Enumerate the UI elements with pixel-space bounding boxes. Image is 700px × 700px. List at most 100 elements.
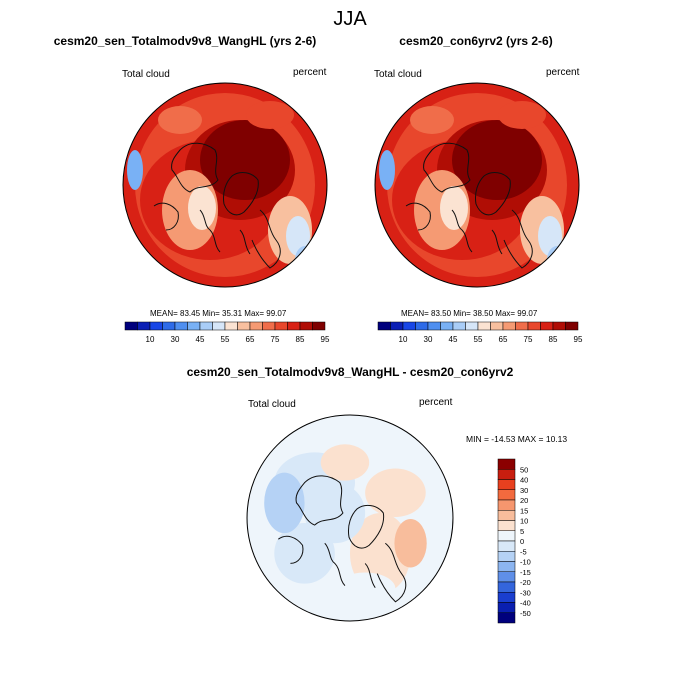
colorbar-swatch-0 <box>124 321 138 331</box>
coastline-4 <box>491 229 503 255</box>
colorbar-label-0: 10 <box>146 335 155 344</box>
colorbar-swatch-11 <box>262 321 276 331</box>
colorbar-label-4: 15 <box>520 506 528 515</box>
colorbar-swatch-9 <box>497 551 516 562</box>
field-region-5 <box>440 186 468 230</box>
coastline-4 <box>239 229 251 255</box>
panel2-colorbar: 10 30 45 55 65 75 85 95 <box>377 321 583 344</box>
panel1-map <box>122 82 328 288</box>
colorbar-swatch-1 <box>497 469 516 480</box>
map-boundary <box>246 414 454 622</box>
panel3-stats: MIN = -14.53 MAX = 10.13 <box>466 434 568 444</box>
colorbar-label-12: -30 <box>520 588 531 597</box>
colorbar-swatch-10 <box>502 321 516 331</box>
colorbar-swatch-4 <box>427 321 441 331</box>
colorbar-swatch-5 <box>497 510 516 521</box>
coastline-2 <box>376 542 407 603</box>
coastline-1 <box>348 504 385 549</box>
colorbar-swatch-6 <box>497 520 516 531</box>
colorbar-swatch-14 <box>299 321 313 331</box>
colorbar-swatch-9 <box>490 321 504 331</box>
field-region-2 <box>365 468 426 517</box>
colorbar-swatch-13 <box>540 321 554 331</box>
colorbar-swatch-5 <box>187 321 201 331</box>
colorbar-swatch-8 <box>497 540 516 552</box>
panel2-map <box>374 82 580 288</box>
colorbar-swatch-14 <box>497 602 516 613</box>
field-region-10 <box>158 106 202 134</box>
field-region-7 <box>286 216 310 256</box>
colorbar-swatch-12 <box>527 321 541 331</box>
colorbar-swatch-1 <box>390 321 404 331</box>
colorbar-swatch-0 <box>377 321 391 331</box>
field-region-11 <box>246 101 294 129</box>
colorbar-swatch-2 <box>402 321 416 331</box>
colorbar-swatch-1 <box>137 321 151 331</box>
field-region-9 <box>295 246 315 274</box>
colorbar-label-2: 45 <box>196 335 205 344</box>
field-region-3 <box>452 120 542 200</box>
coastline-5 <box>324 542 346 586</box>
colorbar-label-7: 0 <box>520 537 524 546</box>
panel1-colorbar: 10 30 45 55 65 75 85 95 <box>124 321 330 344</box>
colorbar-swatch-12 <box>274 321 288 331</box>
colorbar-label-9: -10 <box>520 558 531 567</box>
colorbar-swatch-4 <box>174 321 188 331</box>
colorbar-swatch-2 <box>149 321 163 331</box>
colorbar-label-7: 95 <box>574 335 583 344</box>
colorbar-label-14: -50 <box>520 609 531 618</box>
colorbar-label-2: 30 <box>520 486 528 495</box>
colorbar-swatch-8 <box>224 321 238 331</box>
colorbar-swatch-7 <box>465 321 479 331</box>
field-region-5 <box>264 472 305 534</box>
coastline-0 <box>295 475 344 526</box>
colorbar-label-6: 85 <box>549 335 558 344</box>
panel1-title: cesm20_sen_Totalmodv9v8_WangHL (yrs 2-6) <box>53 34 317 48</box>
colorbar-label-8: -5 <box>520 547 527 556</box>
panel2-title: cesm20_con6yrv2 (yrs 2-6) <box>399 34 553 48</box>
panel1-variable-label: Total cloud <box>122 69 170 80</box>
field-region-8 <box>379 150 395 190</box>
panel3-variable-label: Total cloud <box>248 399 296 410</box>
colorbar-label-1: 30 <box>171 335 180 344</box>
colorbar-swatch-12 <box>497 581 516 593</box>
panel2-stats: MEAN= 83.50 Min= 38.50 Max= 99.07 <box>401 309 538 318</box>
coastline-0 <box>423 142 471 193</box>
field-region-8 <box>334 572 396 605</box>
colorbar-swatch-3 <box>162 321 176 331</box>
colorbar-label-7: 95 <box>321 335 330 344</box>
map-boundary <box>122 82 328 288</box>
field-region-11 <box>498 101 546 129</box>
colorbar-swatch-15 <box>565 321 579 331</box>
colorbar-swatch-11 <box>515 321 529 331</box>
colorbar-label-5: 75 <box>271 335 280 344</box>
colorbar-swatch-8 <box>477 321 491 331</box>
panel3-title: cesm20_sen_Totalmodv9v8_WangHL - cesm20_… <box>186 365 514 379</box>
colorbar-label-11: -20 <box>520 578 531 587</box>
colorbar-label-5: 75 <box>524 335 533 344</box>
field-region-9 <box>304 482 366 544</box>
map-boundary <box>374 82 580 288</box>
colorbar-label-3: 20 <box>520 496 528 505</box>
colorbar-label-6: 5 <box>520 527 524 536</box>
colorbar-swatch-3 <box>497 489 516 501</box>
panel1-units-label: percent <box>293 67 327 78</box>
colorbar-label-13: -40 <box>520 599 531 608</box>
colorbar-label-10: -15 <box>520 568 531 577</box>
colorbar-label-0: 50 <box>520 465 528 474</box>
colorbar-swatch-9 <box>237 321 251 331</box>
panel2-variable-label: Total cloud <box>374 69 422 80</box>
coastline-4 <box>364 563 376 588</box>
panel1-stats: MEAN= 83.45 Min= 35.31 Max= 99.07 <box>150 309 287 318</box>
field-region-6 <box>320 444 370 481</box>
colorbar-swatch-5 <box>440 321 454 331</box>
coastline-1 <box>223 172 259 216</box>
colorbar-swatch-2 <box>497 479 516 490</box>
colorbar-label-1: 30 <box>424 335 433 344</box>
colorbar-swatch-15 <box>312 321 326 331</box>
colorbar-label-5: 10 <box>520 517 528 526</box>
colorbar-swatch-13 <box>497 592 516 603</box>
coastline-5 <box>199 209 221 253</box>
field-region-10 <box>410 106 454 134</box>
